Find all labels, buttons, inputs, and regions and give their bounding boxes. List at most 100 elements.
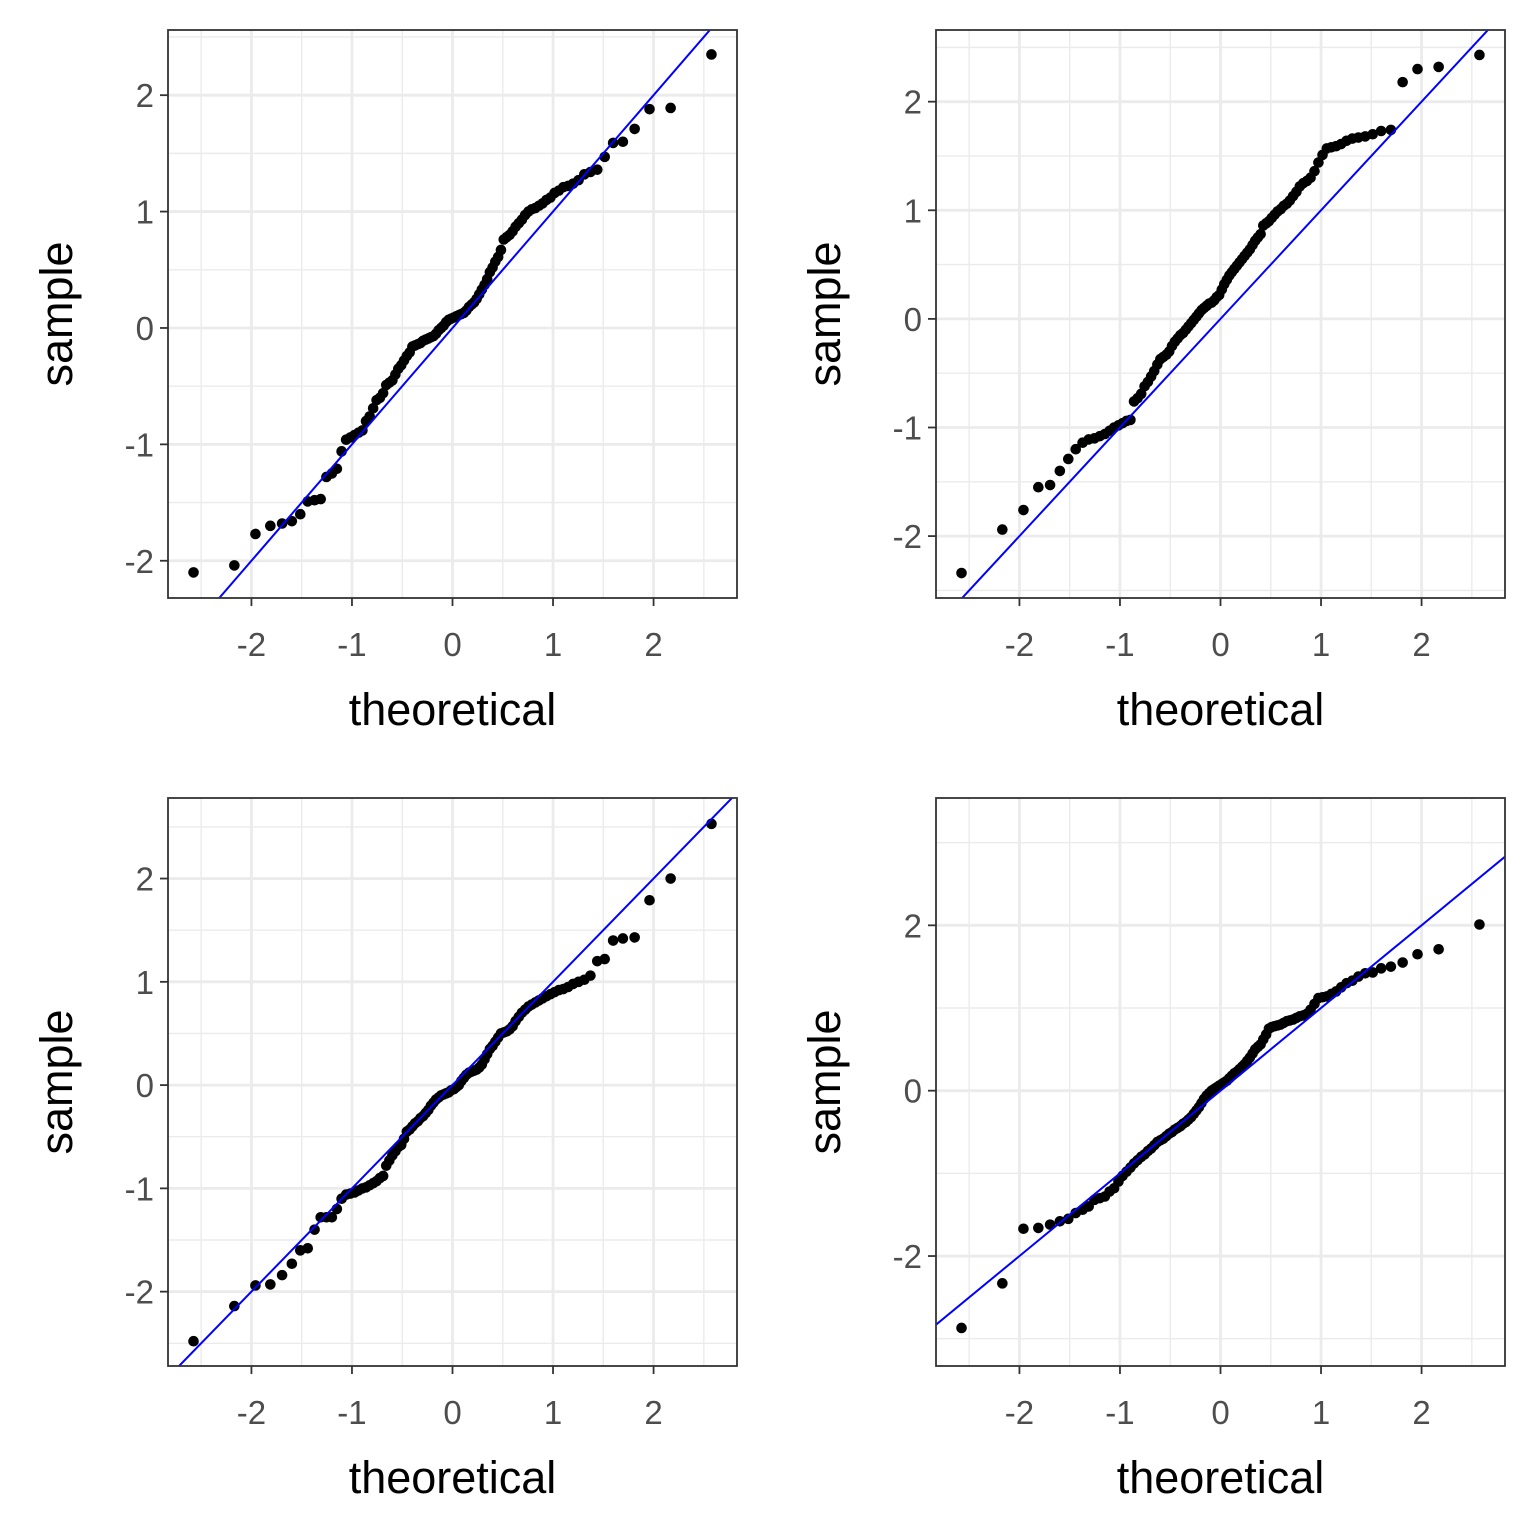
qq-point (250, 528, 261, 540)
y-tick-label: -2 (893, 518, 922, 555)
qq-point (617, 136, 629, 148)
qq-panel-2: -2 -1 0 1 2 -2 -1 0 1 2 theoretical sample (799, 29, 1506, 735)
qq-point (1062, 453, 1074, 465)
y-tick-label: 2 (136, 861, 154, 898)
x-tick-label: 2 (644, 626, 662, 663)
x-axis-title: theoretical (349, 1452, 557, 1503)
x-axis-title: theoretical (1117, 684, 1325, 735)
qq-point (495, 244, 507, 256)
qq-point (706, 49, 717, 60)
qq-point (997, 524, 1008, 535)
qq-point (302, 1242, 314, 1254)
x-tick-label: -1 (337, 1394, 366, 1431)
qq-point (607, 935, 619, 946)
qq-point (1070, 443, 1082, 455)
y-tick-label: 2 (904, 84, 922, 121)
qq-point (665, 873, 676, 884)
qq-point (585, 970, 596, 981)
qq-point (229, 1300, 240, 1312)
qq-point (1033, 481, 1044, 493)
qq-point (1044, 1219, 1056, 1230)
y-axis-title: sample (31, 1009, 82, 1154)
qq-point (629, 932, 640, 943)
qq-point (1433, 944, 1444, 955)
x-tick-label: 2 (644, 1394, 662, 1431)
qq-point (1385, 961, 1397, 972)
qq-point (1044, 479, 1056, 491)
x-axis-title: theoretical (349, 684, 557, 735)
qq-point (1367, 967, 1379, 978)
reference-line (936, 855, 1505, 1326)
x-tick-label: 0 (1211, 626, 1229, 663)
x-tick-label: -2 (1005, 626, 1034, 663)
qq-point (1397, 76, 1408, 88)
reference-line (960, 30, 1490, 598)
x-tick-label: -1 (1105, 1394, 1134, 1431)
x-tick-label: 0 (443, 626, 461, 663)
y-axis-title: sample (31, 241, 82, 386)
qq-point (644, 103, 655, 115)
qq-panel-1: -2 -1 0 1 2 -2 -1 0 1 2 theoretical sample (31, 29, 738, 735)
qq-point (629, 123, 640, 135)
qq-point (1062, 1213, 1074, 1225)
qq-point (326, 1211, 338, 1223)
y-tick-label: 1 (136, 964, 154, 1001)
qq-point (1433, 61, 1444, 73)
y-tick-label: 0 (136, 310, 154, 347)
y-tick-label: -1 (125, 426, 154, 463)
qq-point (956, 1322, 967, 1334)
y-tick-label: -1 (893, 409, 922, 446)
x-tick-label: 2 (1412, 1394, 1430, 1431)
qq-point (188, 1335, 199, 1347)
qq-point (644, 894, 655, 906)
qq-point (1474, 49, 1485, 61)
qq-point (265, 1279, 276, 1290)
y-tick-label: 2 (136, 77, 154, 114)
qq-point (1367, 128, 1379, 140)
qq-point (1033, 1222, 1044, 1234)
x-tick-label: -2 (1005, 1394, 1034, 1431)
y-tick-label: -2 (893, 1238, 922, 1275)
sample-points (956, 49, 1485, 579)
y-tick-label: 1 (136, 194, 154, 231)
y-tick-label: -2 (125, 543, 154, 580)
y-axis-title: sample (799, 1009, 850, 1154)
gridlines (168, 798, 737, 1366)
x-tick-label: -1 (1105, 626, 1134, 663)
qq-point (1375, 963, 1387, 974)
qq-point (665, 102, 676, 114)
y-tick-label: 0 (904, 301, 922, 338)
qq-point (591, 164, 603, 175)
qq-point (1054, 465, 1066, 477)
x-tick-label: 1 (544, 626, 562, 663)
y-tick-label: -1 (125, 1170, 154, 1207)
qq-point (188, 567, 199, 578)
qq-point (377, 387, 389, 399)
x-axis-title: theoretical (1117, 1452, 1325, 1503)
y-tick-label: 0 (136, 1067, 154, 1104)
y-axis-title: sample (799, 241, 850, 386)
qq-point (294, 508, 306, 520)
qq-point (309, 1224, 320, 1235)
qq-point (364, 411, 375, 422)
gridlines (936, 30, 1505, 598)
qq-point (377, 1170, 389, 1182)
qq-point (286, 1258, 298, 1270)
qq-point (1125, 414, 1136, 426)
x-tick-label: 0 (443, 1394, 461, 1431)
qq-point (276, 1269, 288, 1281)
qq-point (1474, 919, 1485, 930)
x-tick-label: 0 (1211, 1394, 1229, 1431)
qq-point (1018, 1223, 1029, 1235)
x-tick-label: -2 (237, 1394, 266, 1431)
qq-point (599, 953, 611, 965)
qq-point (1397, 957, 1408, 968)
qq-point (367, 402, 379, 414)
x-tick-label: 1 (544, 1394, 562, 1431)
qq-point (956, 567, 967, 579)
qq-panel-3: -2 -1 0 1 2 -2 -1 0 1 2 theoretical sample (31, 797, 738, 1503)
qq-point (315, 493, 327, 505)
x-tick-label: 2 (1412, 626, 1430, 663)
